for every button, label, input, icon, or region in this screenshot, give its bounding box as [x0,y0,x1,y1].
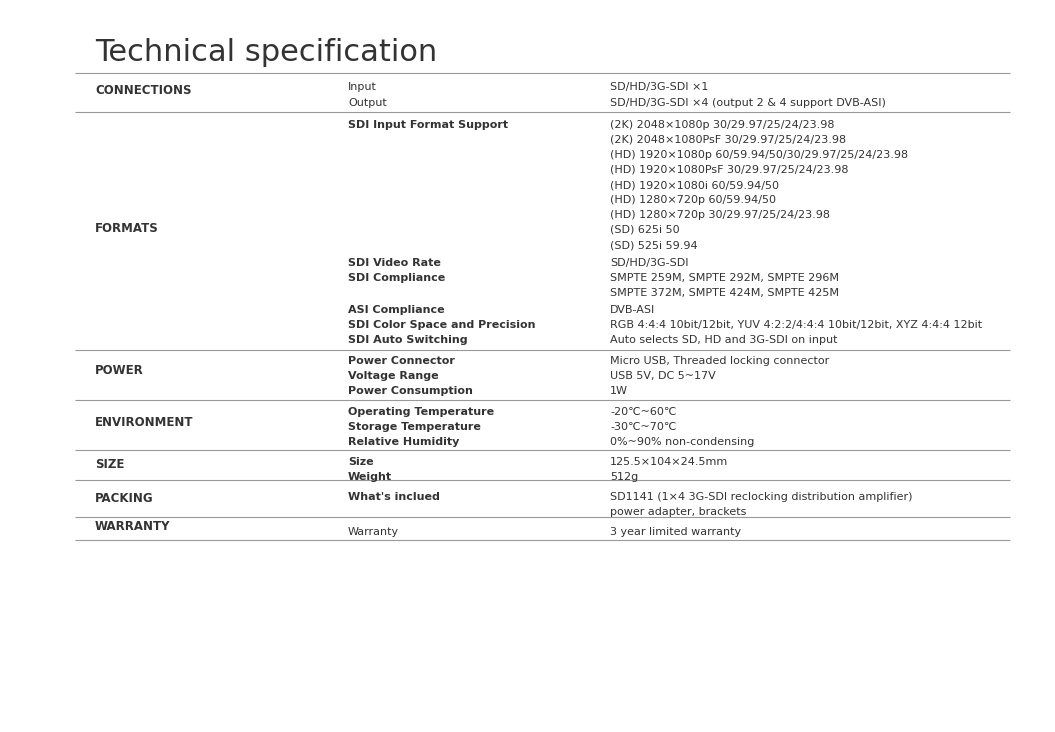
Text: 0%~90% non-condensing: 0%~90% non-condensing [610,437,754,447]
Text: What's inclued: What's inclued [348,492,440,502]
Text: (2K) 2048×1080p 30/29.97/25/24/23.98: (2K) 2048×1080p 30/29.97/25/24/23.98 [610,120,835,130]
Text: (SD) 525i 59.94: (SD) 525i 59.94 [610,240,697,250]
Text: Voltage Range: Voltage Range [348,371,439,381]
Text: -30℃~70℃: -30℃~70℃ [610,422,676,432]
Text: Storage Temperature: Storage Temperature [348,422,481,432]
Text: 3 year limited warranty: 3 year limited warranty [610,527,741,537]
Text: 1W: 1W [610,386,628,396]
Text: (SD) 625i 50: (SD) 625i 50 [610,225,679,235]
Text: USB 5V, DC 5~17V: USB 5V, DC 5~17V [610,371,715,381]
Text: (HD) 1280×720p 60/59.94/50: (HD) 1280×720p 60/59.94/50 [610,195,776,205]
Text: 512g: 512g [610,472,638,482]
Text: (HD) 1280×720p 30/29.97/25/24/23.98: (HD) 1280×720p 30/29.97/25/24/23.98 [610,210,830,220]
Text: SDI Video Rate: SDI Video Rate [348,258,441,268]
Text: 125.5×104×24.5mm: 125.5×104×24.5mm [610,457,728,467]
Text: SD/HD/3G-SDI: SD/HD/3G-SDI [610,258,689,268]
Text: SMPTE 259M, SMPTE 292M, SMPTE 296M: SMPTE 259M, SMPTE 292M, SMPTE 296M [610,273,839,283]
Text: Power Connector: Power Connector [348,356,455,366]
Text: WARRANTY: WARRANTY [95,520,171,534]
Text: SDI Compliance: SDI Compliance [348,273,445,283]
Text: Micro USB, Threaded locking connector: Micro USB, Threaded locking connector [610,356,829,366]
Text: (HD) 1920×1080PsF 30/29.97/25/24/23.98: (HD) 1920×1080PsF 30/29.97/25/24/23.98 [610,165,848,175]
Text: SD/HD/3G-SDI ×1: SD/HD/3G-SDI ×1 [610,82,708,92]
Text: Operating Temperature: Operating Temperature [348,407,494,417]
Text: CONNECTIONS: CONNECTIONS [95,83,192,97]
Text: (HD) 1920×1080i 60/59.94/50: (HD) 1920×1080i 60/59.94/50 [610,180,779,190]
Text: SDI Color Space and Precision: SDI Color Space and Precision [348,320,536,330]
Text: SDI Auto Switching: SDI Auto Switching [348,335,467,345]
Text: DVB-ASI: DVB-ASI [610,305,655,315]
Text: Auto selects SD, HD and 3G-SDI on input: Auto selects SD, HD and 3G-SDI on input [610,335,838,345]
Text: SMPTE 372M, SMPTE 424M, SMPTE 425M: SMPTE 372M, SMPTE 424M, SMPTE 425M [610,288,839,298]
Text: Weight: Weight [348,472,392,482]
Text: SIZE: SIZE [95,458,124,471]
Text: Size: Size [348,457,373,467]
Text: SDI Input Format Support: SDI Input Format Support [348,120,509,130]
Text: Power Consumption: Power Consumption [348,386,473,396]
Text: SD/HD/3G-SDI ×4 (output 2 & 4 support DVB-ASI): SD/HD/3G-SDI ×4 (output 2 & 4 support DV… [610,98,886,108]
Text: SD1141 (1×4 3G-SDI reclocking distribution amplifier): SD1141 (1×4 3G-SDI reclocking distributi… [610,492,913,502]
Text: Relative Humidity: Relative Humidity [348,437,459,447]
Text: -20℃~60℃: -20℃~60℃ [610,407,676,417]
Text: PACKING: PACKING [95,493,154,506]
Text: power adapter, brackets: power adapter, brackets [610,507,746,517]
Text: ASI Compliance: ASI Compliance [348,305,444,315]
Text: (2K) 2048×1080PsF 30/29.97/25/24/23.98: (2K) 2048×1080PsF 30/29.97/25/24/23.98 [610,135,846,145]
Text: Warranty: Warranty [348,527,399,537]
Text: RGB 4:4:4 10bit/12bit, YUV 4:2:2/4:4:4 10bit/12bit, XYZ 4:4:4 12bit: RGB 4:4:4 10bit/12bit, YUV 4:2:2/4:4:4 1… [610,320,982,330]
Text: Output: Output [348,98,387,108]
Text: Input: Input [348,82,377,92]
Text: (HD) 1920×1080p 60/59.94/50/30/29.97/25/24/23.98: (HD) 1920×1080p 60/59.94/50/30/29.97/25/… [610,150,908,160]
Text: POWER: POWER [95,365,143,378]
Text: ENVIRONMENT: ENVIRONMENT [95,416,193,428]
Text: FORMATS: FORMATS [95,222,158,234]
Text: Technical specification: Technical specification [95,38,437,67]
